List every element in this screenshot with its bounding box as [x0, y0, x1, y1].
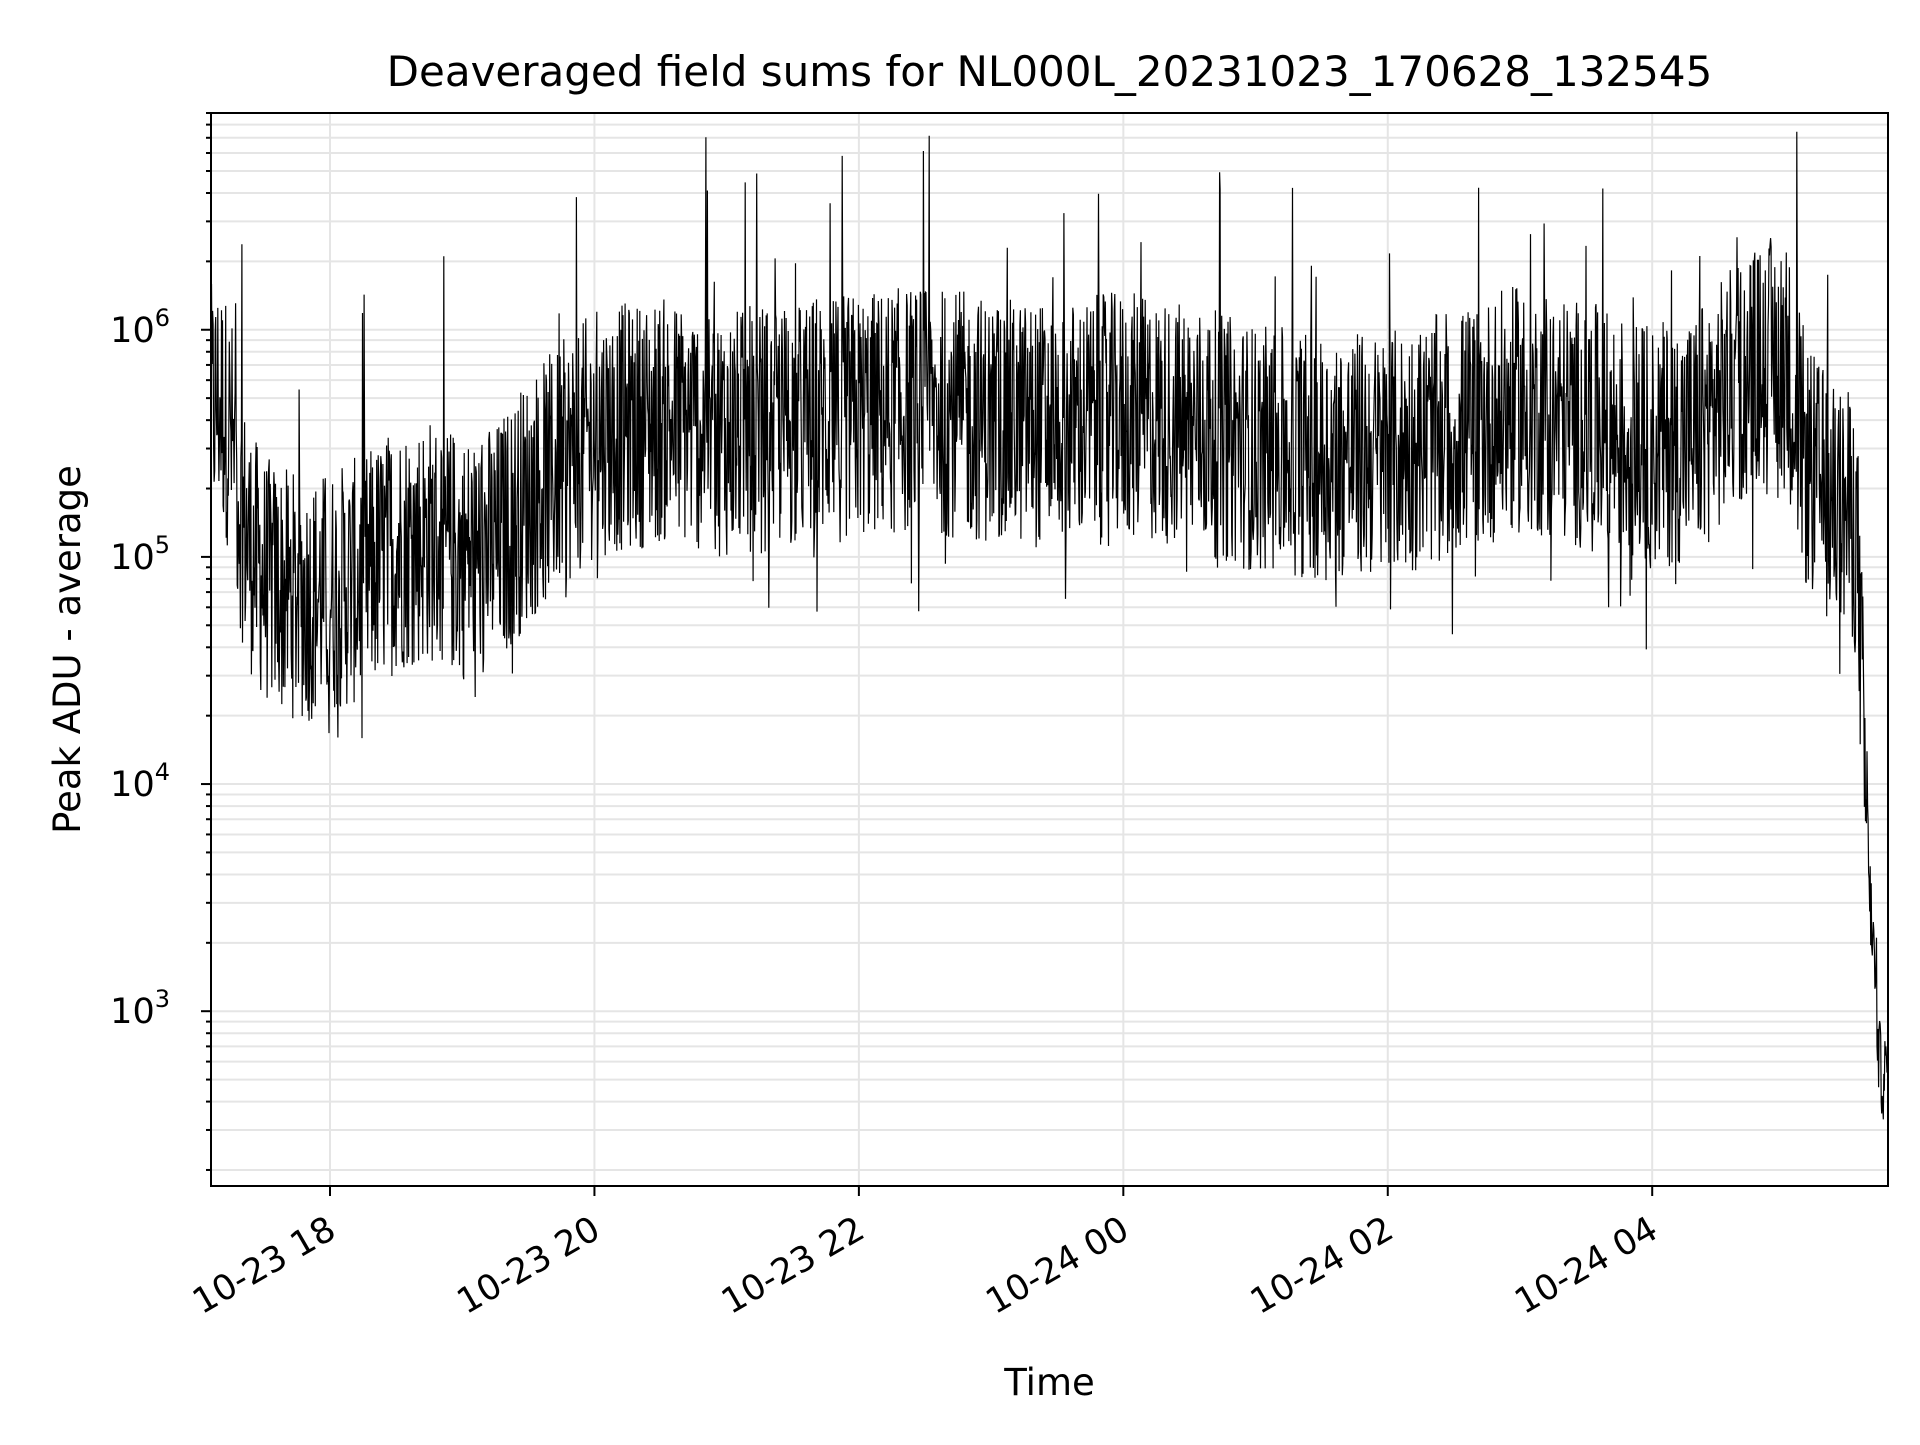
x-tick-label: 10-23 20 — [451, 1209, 607, 1322]
grid — [211, 112, 1888, 1186]
x-tick-label: 10-24 00 — [980, 1209, 1136, 1322]
x-tick-label: 10-24 04 — [1508, 1209, 1664, 1322]
x-tick-label: 10-23 22 — [715, 1209, 871, 1322]
y-tick-label: 105 — [110, 531, 170, 578]
y-tick-label: 104 — [110, 758, 170, 805]
x-tick-label: 10-24 02 — [1244, 1209, 1400, 1322]
ticks: 103 104 105 106 10-23 18 10-23 20 10-23 22 10-2… — [110, 112, 1665, 1322]
y-axis-label: Peak ADU - average — [46, 465, 89, 834]
chart-title: Deaveraged field sums for NL000L_2023102… — [387, 47, 1713, 96]
x-axis-label: Time — [1003, 1361, 1095, 1404]
plot-frame — [210, 112, 1889, 1187]
x-tick-label: 10-23 18 — [186, 1209, 342, 1322]
series-line — [210, 131, 1889, 1120]
y-tick-label: 106 — [110, 304, 170, 351]
series-layer — [210, 131, 1889, 1120]
y-tick-label: 103 — [110, 985, 170, 1032]
